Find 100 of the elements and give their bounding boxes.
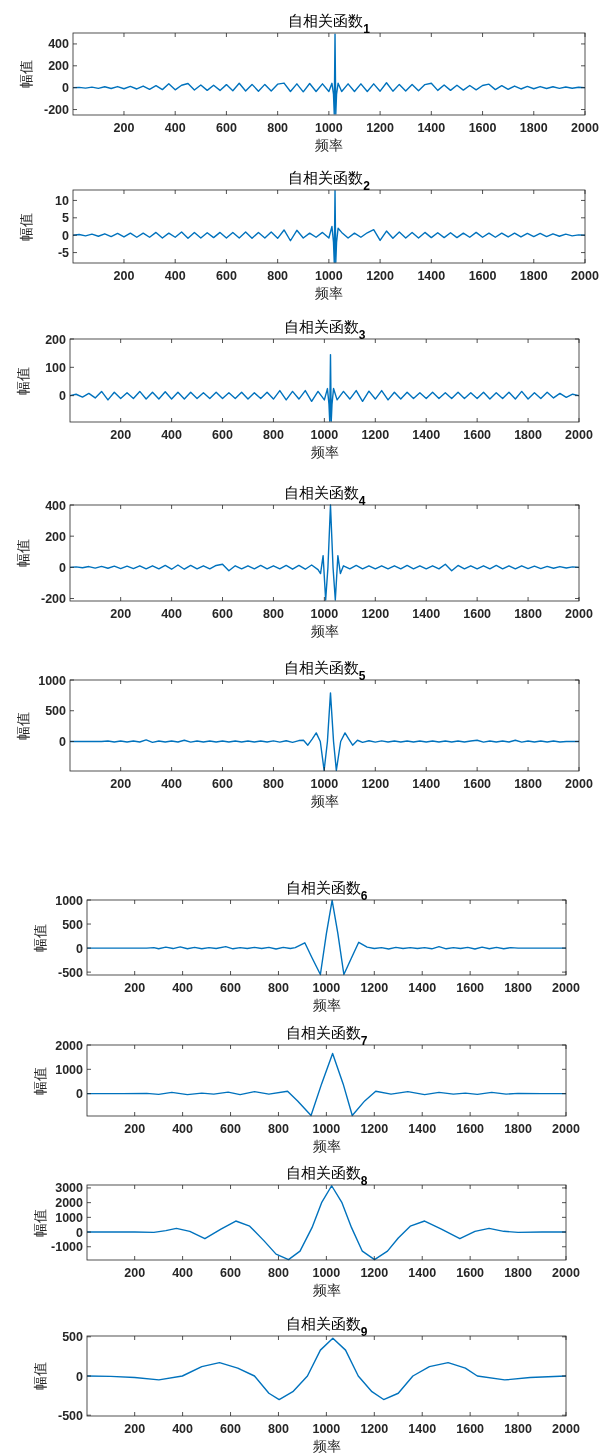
y-tick-label: 5 (62, 211, 70, 226)
x-tick-label: 400 (161, 607, 183, 621)
x-tick-label: 800 (267, 121, 289, 135)
y-tick-label: 10 (55, 193, 70, 208)
x-tick-label: 1200 (366, 269, 395, 283)
x-tick-label: 1600 (463, 607, 492, 621)
x-tick-label: 600 (215, 269, 237, 283)
line-series (87, 1185, 566, 1261)
x-tick-label: 800 (268, 1266, 289, 1280)
x-tick-label: 2000 (571, 121, 599, 135)
x-tick-label: 1000 (312, 1266, 341, 1280)
x-tick-label: 600 (220, 981, 242, 995)
y-axis-title: 幅值 (33, 923, 48, 952)
chart-title: 自相关函数$_{3}$ (283, 319, 366, 342)
x-tick-label: 1800 (504, 1266, 533, 1280)
x-tick-label: 200 (124, 1422, 146, 1436)
y-tick-label: 1000 (55, 1210, 84, 1225)
x-tick-label: 800 (263, 777, 284, 791)
x-tick-label: 600 (212, 777, 233, 791)
y-tick-label: 0 (59, 560, 67, 575)
x-tick-label: 1800 (504, 1122, 533, 1136)
line-series (70, 504, 579, 601)
x-tick-label: 1000 (310, 777, 339, 791)
x-axis-title: 频率 (312, 1283, 341, 1298)
x-tick-label: 400 (172, 1266, 194, 1280)
chart-title: 自相关函数$_{8}$ (285, 1165, 368, 1188)
x-tick-label: 200 (110, 428, 132, 442)
x-tick-label: 1800 (514, 607, 543, 621)
line-series (73, 33, 585, 115)
x-tick-label: 600 (220, 1422, 242, 1436)
x-tick-label: 800 (268, 1122, 289, 1136)
x-tick-label: 600 (215, 121, 237, 135)
x-tick-label: 600 (212, 607, 233, 621)
x-tick-label: 1200 (361, 428, 390, 442)
x-tick-label: 1400 (408, 1122, 437, 1136)
x-tick-label: 1800 (519, 269, 548, 283)
y-tick-label: 200 (48, 59, 70, 74)
x-tick-label: 1200 (360, 1422, 389, 1436)
x-tick-label: 1800 (504, 1422, 533, 1436)
x-tick-label: 2000 (571, 269, 599, 283)
x-tick-label: 1600 (463, 777, 492, 791)
y-tick-label: 0 (76, 1225, 84, 1240)
x-tick-label: 600 (220, 1122, 242, 1136)
x-tick-label: 2000 (552, 1422, 580, 1436)
x-axis-title: 频率 (310, 624, 339, 639)
y-tick-label: -500 (57, 965, 84, 980)
x-tick-label: 800 (263, 428, 284, 442)
y-tick-label: 1000 (55, 893, 84, 908)
line-series (87, 899, 566, 976)
x-tick-label: 1000 (314, 269, 343, 283)
chart-title: 自相关函数$_{2}$ (288, 170, 371, 193)
y-tick-label: 0 (76, 1087, 84, 1102)
x-axis-title: 频率 (312, 1139, 341, 1154)
y-tick-label: 400 (45, 498, 67, 513)
x-tick-label: 200 (113, 269, 135, 283)
x-tick-label: 400 (161, 428, 183, 442)
x-tick-label: 1200 (360, 1122, 389, 1136)
x-tick-label: 200 (110, 777, 132, 791)
chart-title: 自相关函数$_{9}$ (285, 1316, 368, 1339)
x-tick-label: 1800 (504, 981, 533, 995)
y-axis-title: 幅值 (19, 212, 34, 241)
x-tick-label: 2000 (565, 428, 593, 442)
x-tick-label: 1400 (412, 607, 441, 621)
y-tick-label: 3000 (55, 1181, 84, 1196)
line-series (70, 353, 579, 422)
y-tick-label: -1000 (51, 1240, 84, 1255)
x-tick-label: 1000 (314, 121, 343, 135)
x-tick-label: 2000 (565, 777, 593, 791)
x-tick-label: 1600 (468, 269, 497, 283)
x-tick-label: 1600 (468, 121, 497, 135)
y-axis-title: 幅值 (16, 539, 31, 567)
y-tick-label: 2000 (55, 1038, 84, 1053)
y-tick-label: -500 (57, 1408, 84, 1423)
x-tick-label: 1200 (360, 981, 389, 995)
x-tick-label: 2000 (552, 981, 580, 995)
y-tick-label: 400 (48, 37, 70, 52)
x-tick-label: 1800 (519, 121, 548, 135)
line-series (73, 190, 585, 263)
x-axis-title: 频率 (310, 794, 339, 809)
x-tick-label: 400 (164, 121, 186, 135)
x-tick-label: 400 (164, 269, 186, 283)
x-tick-label: 200 (124, 981, 146, 995)
y-tick-label: 2000 (55, 1196, 84, 1211)
x-tick-label: 1000 (312, 1422, 341, 1436)
x-tick-label: 1400 (412, 428, 441, 442)
y-tick-label: 1000 (38, 673, 67, 688)
x-tick-label: 1800 (514, 777, 543, 791)
y-tick-label: -200 (43, 103, 70, 118)
x-tick-label: 800 (268, 981, 289, 995)
y-tick-label: 500 (62, 1330, 84, 1345)
y-tick-label: 0 (59, 734, 67, 749)
x-tick-label: 1000 (310, 607, 339, 621)
x-tick-label: 600 (212, 428, 233, 442)
y-tick-label: 0 (59, 389, 67, 404)
y-tick-label: 200 (45, 529, 67, 544)
y-tick-label: 0 (76, 941, 84, 956)
y-tick-label: -5 (57, 246, 70, 261)
x-tick-label: 400 (172, 1422, 194, 1436)
x-tick-label: 400 (172, 1122, 194, 1136)
x-tick-label: 200 (124, 1122, 146, 1136)
